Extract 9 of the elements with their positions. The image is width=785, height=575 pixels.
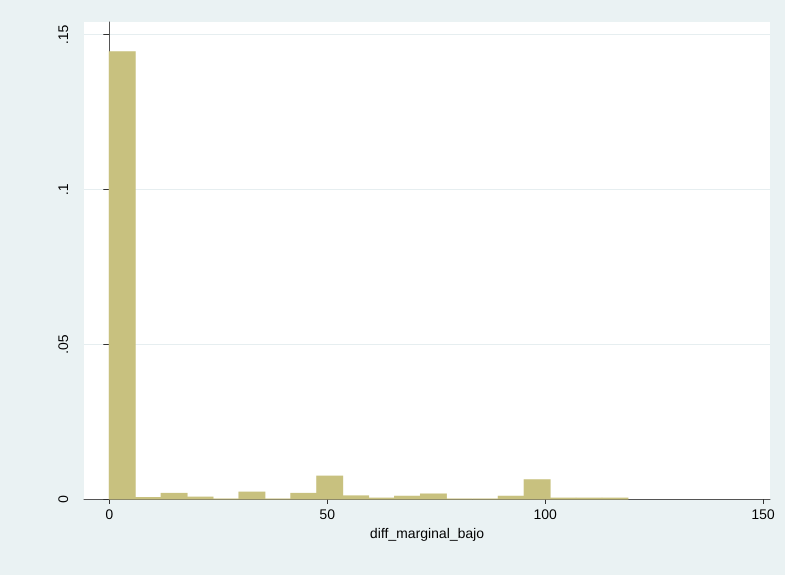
y-tick-label: 0 — [55, 494, 71, 503]
x-axis-title: diff_marginal_bajo — [370, 524, 484, 541]
x-tick-label: 150 — [751, 506, 775, 522]
x-tick-label: 0 — [105, 506, 114, 522]
y-tick-label: .15 — [55, 24, 71, 44]
y-tick-label: .05 — [55, 334, 71, 354]
x-tick-label: 50 — [319, 506, 336, 522]
y-tick-label: .1 — [55, 183, 71, 196]
x-tick-label: 100 — [533, 506, 558, 522]
